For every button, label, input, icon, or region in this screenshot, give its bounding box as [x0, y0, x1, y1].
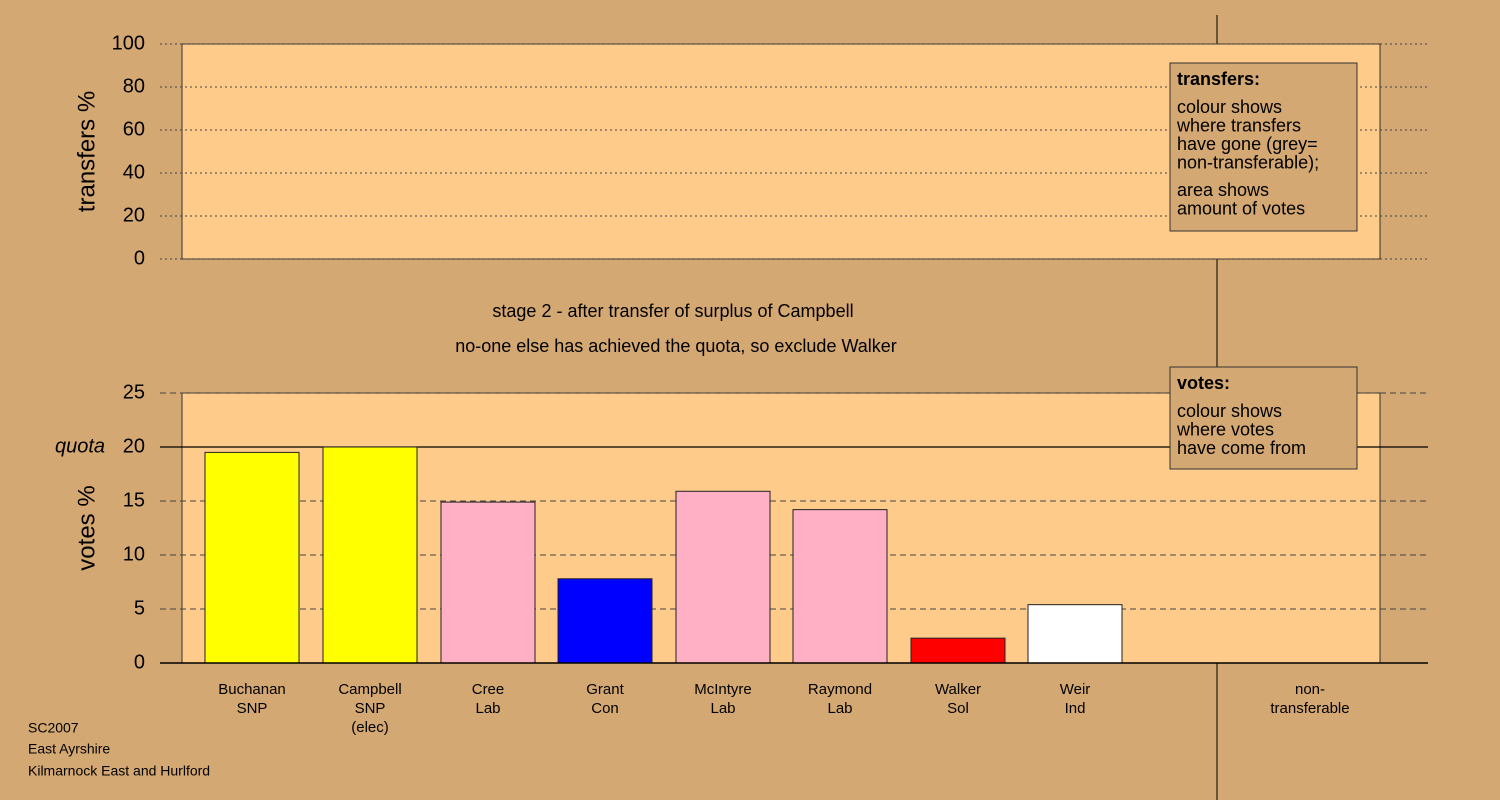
footer: East Ayrshire: [28, 741, 110, 757]
x-tick-label: SNP: [355, 700, 386, 717]
bar: [792, 509, 888, 664]
y-tick-label: 10: [123, 543, 145, 565]
y-tick-label: 40: [123, 161, 145, 183]
y-tick-label: 15: [123, 489, 145, 511]
note-text: non-transferable);: [1177, 152, 1319, 172]
note-box: [1169, 366, 1358, 470]
y-tick-label: 80: [123, 75, 145, 97]
note-text: colour shows: [1177, 97, 1282, 117]
x-tick-label: (elec): [351, 719, 389, 736]
note-title: votes:: [1177, 373, 1230, 393]
bar: [322, 446, 418, 664]
note-box: [1169, 62, 1358, 232]
y-tick-label: 60: [123, 118, 145, 140]
bar: [440, 501, 536, 664]
x-tick-label: SNP: [237, 700, 268, 717]
x-tick-label: Ind: [1065, 700, 1086, 717]
note-text: have gone (grey=: [1177, 134, 1318, 154]
x-tick-label: Buchanan: [218, 681, 286, 698]
y-tick-label: 0: [134, 651, 145, 673]
x-tick-label: Lab: [827, 700, 852, 717]
bar: [557, 578, 653, 664]
y-tick-label: 100: [112, 32, 145, 54]
note-text: where votes: [1176, 419, 1274, 439]
y-tick-label: 5: [134, 597, 145, 619]
note-text: where transfers: [1176, 115, 1301, 135]
y-tick-label: 20: [123, 204, 145, 226]
caption: no-one else has achieved the quota, so e…: [455, 336, 897, 356]
x-tick-label: Grant: [586, 681, 624, 698]
x-tick-label: Weir: [1060, 681, 1091, 698]
note-title: transfers:: [1177, 69, 1260, 89]
x-tick-label: transferable: [1270, 700, 1349, 717]
x-tick-label: Lab: [475, 700, 500, 717]
y-tick-label: 25: [123, 381, 145, 403]
x-tick-label: Campbell: [338, 681, 401, 698]
note-text: amount of votes: [1177, 198, 1305, 218]
bar: [1027, 604, 1123, 664]
y-tick-label: 20: [123, 435, 145, 457]
y-axis-label: transfers %: [73, 91, 100, 212]
bar: [675, 490, 771, 664]
bar: [204, 451, 300, 664]
bar: [910, 637, 1006, 664]
footer: Kilmarnock East and Hurlford: [28, 763, 210, 779]
quota-label: quota: [55, 435, 105, 457]
note-text: have come from: [1177, 438, 1306, 458]
y-axis-label: votes %: [73, 485, 100, 570]
x-tick-label: McIntyre: [694, 681, 752, 698]
footer: SC2007: [28, 720, 79, 736]
x-tick-label: Sol: [947, 700, 969, 717]
x-tick-label: Con: [591, 700, 619, 717]
x-tick-label: Raymond: [808, 681, 872, 698]
y-tick-label: 0: [134, 247, 145, 269]
x-tick-label: Cree: [472, 681, 505, 698]
note-text: colour shows: [1177, 401, 1282, 421]
x-tick-label: Lab: [710, 700, 735, 717]
note-text: area shows: [1177, 180, 1269, 200]
x-tick-label: non-: [1295, 681, 1325, 698]
caption: stage 2 - after transfer of surplus of C…: [492, 301, 853, 321]
x-tick-label: Walker: [935, 681, 981, 698]
